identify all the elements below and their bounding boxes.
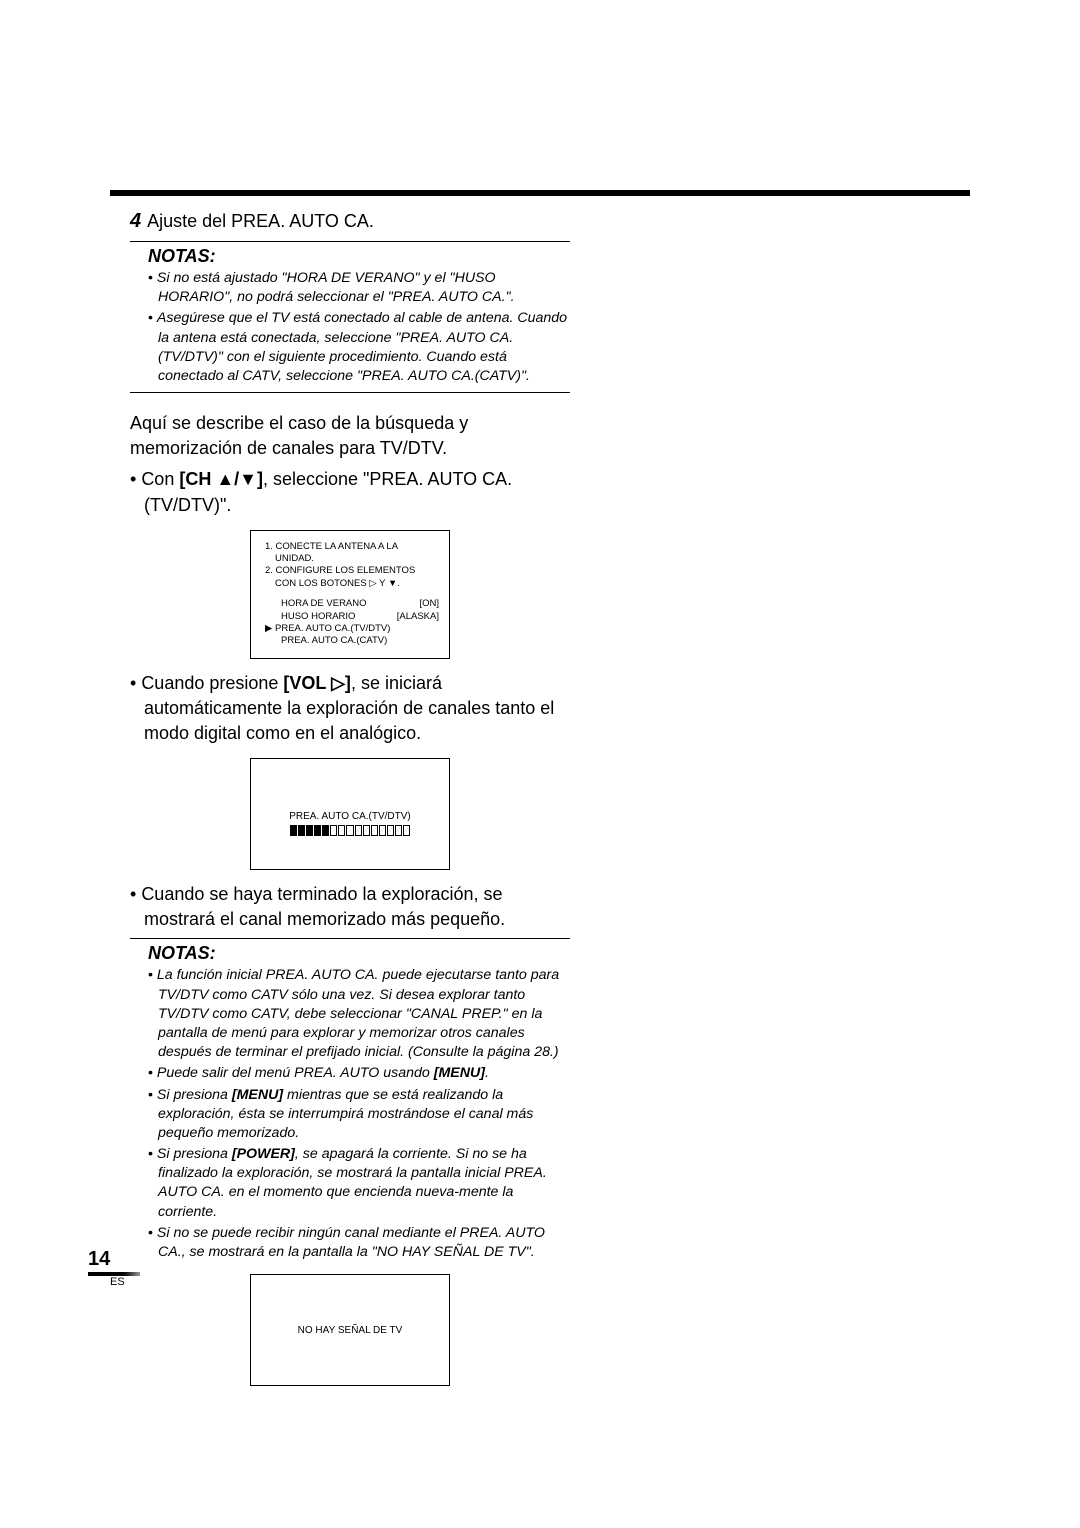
page-footer: 14 ES [88,1248,140,1288]
osd-row-label: PREA. AUTO CA.(CATV) [281,635,387,646]
note-item: Si presiona [POWER], se apagará la corri… [148,1145,570,1222]
osd-line: 1. CONECTE LA ANTENA A LA [265,541,439,553]
osd-row: HUSO HORARIO [ALASKA] [281,611,439,623]
osd-line: 2. CONFIGURE LOS ELEMENTOS [265,565,439,577]
osd-line: UNIDAD. [265,553,439,565]
notes-heading-2: NOTAS: [148,943,570,964]
body-bullet: Cuando se haya terminado la exploración,… [130,882,570,932]
text-fragment: Si presiona [157,1146,232,1162]
text-fragment: Si presiona [157,1087,232,1103]
text-fragment: Puede salir del menú PREA. AUTO usando [157,1065,434,1081]
progress-segment [330,825,337,836]
key-label: [MENU] [232,1087,283,1103]
osd-row-label: PREA. AUTO CA.(TV/DTV) [275,623,390,635]
notes-heading-1: NOTAS: [148,246,570,267]
progress-segment [363,825,370,836]
key-label: [MENU] [434,1065,485,1081]
body-bullet: Con [CH ▲/▼], seleccione "PREA. AUTO CA.… [130,467,570,517]
progress-bar [290,825,410,836]
step-heading: 4 Ajuste del PREA. AUTO CA. [130,208,570,235]
note-item: Si no está ajustado "HORA DE VERANO" y e… [148,269,570,307]
osd-row-value: [ON] [419,598,439,610]
progress-segment [306,825,313,836]
osd-row-value: [ALASKA] [397,611,439,623]
body-paragraph: Aquí se describe el caso de la búsqueda … [130,411,570,461]
notes-list-2: La función inicial PREA. AUTO CA. puede … [148,966,570,1262]
progress-segment [403,825,410,836]
osd-row: PREA. AUTO CA.(CATV) [265,635,439,647]
note-item: Asegúrese que el TV está conectado al ca… [148,309,570,386]
step-number: 4 [130,210,141,232]
osd-progress-label: PREA. AUTO CA.(TV/DTV) [251,811,449,822]
text-fragment: Cuando presione [141,673,283,693]
progress-segment [298,825,305,836]
note-item: Puede salir del menú PREA. AUTO usando [… [148,1064,570,1083]
divider [130,392,570,393]
page-number: 14 [88,1248,114,1276]
progress-segment [371,825,378,836]
page-number-bar: 14 [88,1248,140,1276]
note-item: Si no se puede recibir ningún canal medi… [148,1224,570,1262]
progress-segment [355,825,362,836]
osd-no-signal: NO HAY SEÑAL DE TV [250,1274,450,1386]
osd-initial-setup: 1. CONECTE LA ANTENA A LA UNIDAD. 2. CON… [250,530,450,659]
divider [130,241,570,242]
osd-progress: PREA. AUTO CA.(TV/DTV) [250,758,450,870]
progress-segment [314,825,321,836]
progress-segment [322,825,329,836]
progress-segment [387,825,394,836]
key-label: [CH ▲/▼] [179,469,263,489]
osd-no-signal-text: NO HAY SEÑAL DE TV [298,1325,403,1336]
note-item: La función inicial PREA. AUTO CA. puede … [148,966,570,1062]
progress-segment [346,825,353,836]
osd-row: HORA DE VERANO [ON] [281,598,439,610]
content-column: 4 Ajuste del PREA. AUTO CA. NOTAS: Si no … [130,208,570,1398]
divider [130,938,570,939]
progress-segment [338,825,345,836]
progress-segment [395,825,402,836]
note-item: Si presiona [MENU] mientras que se está … [148,1086,570,1144]
pointer-icon: ▶ [265,623,275,635]
key-label: [POWER] [232,1146,295,1162]
progress-segment [379,825,386,836]
manual-page: 4 Ajuste del PREA. AUTO CA. NOTAS: Si no … [0,0,1080,1528]
body-bullet: Cuando presione [VOL ▷], se iniciará aut… [130,671,570,747]
notes-list-1: Si no está ajustado "HORA DE VERANO" y e… [148,269,570,386]
key-label: [VOL ▷] [283,673,351,693]
text-fragment: Con [141,469,179,489]
step-title: Ajuste del PREA. AUTO CA. [147,211,374,231]
osd-row-selected: ▶ PREA. AUTO CA.(TV/DTV) [265,623,439,635]
header-rule [110,190,970,196]
osd-row-label: HORA DE VERANO [281,598,367,610]
language-code: ES [110,1276,140,1288]
osd-line: CON LOS BOTONES ▷ Y ▼. [265,578,439,590]
text-fragment: . [485,1065,489,1081]
progress-segment [290,825,297,836]
osd-row-label: HUSO HORARIO [281,611,355,623]
